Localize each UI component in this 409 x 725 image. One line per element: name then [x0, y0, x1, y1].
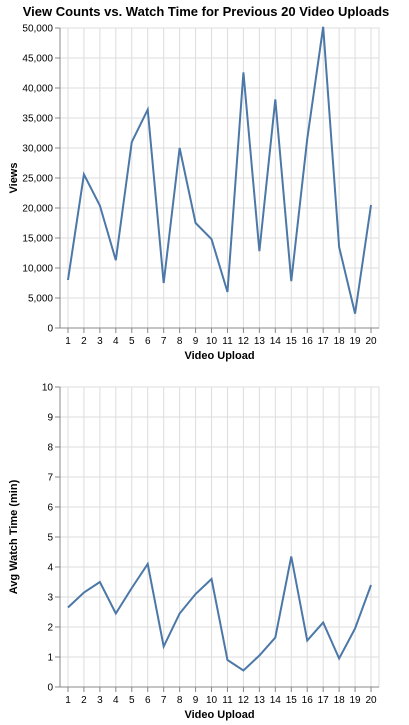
x-tick-label: 1	[65, 695, 71, 706]
y-tick-label: 45,000	[22, 54, 53, 65]
x-tick-label: 10	[206, 695, 218, 706]
y-tick-label: 20,000	[22, 204, 53, 215]
x-tick-label: 12	[238, 695, 250, 706]
x-tick-label: 2	[81, 336, 87, 347]
views-chart: 1 2 3 4 5 6 7 8 9 10 11 12 13 14 15 16 17 18 19 2005,00010,…	[8, 24, 380, 362]
x-tick-label: 16	[302, 336, 314, 347]
y-tick-label: 10,000	[22, 264, 53, 275]
x-tick-label: 17	[318, 336, 330, 347]
x-tick-label: 7	[161, 695, 167, 706]
x-tick-label: 6	[145, 695, 151, 706]
x-tick-label: 8	[177, 695, 183, 706]
x-tick-label: 13	[254, 695, 266, 706]
x-tick-label: 14	[270, 336, 282, 347]
x-tick-label: 13	[254, 336, 266, 347]
y-tick-label: 4	[47, 563, 53, 574]
watch-time-chart: 1 2 3 4 5 6 7 8 9 10 11 12 13 14 15 16 17 18 19 20012345678…	[8, 383, 380, 721]
chart-title: View Counts vs. Watch Time for Previous …	[23, 4, 390, 19]
x-tick-label: 15	[286, 695, 298, 706]
x-tick-label: 3	[97, 336, 103, 347]
y-tick-label: 15,000	[22, 234, 53, 245]
x-tick-label: 4	[113, 336, 119, 347]
series-line	[66, 26, 373, 314]
y-tick-label: 8	[47, 443, 53, 454]
x-tick-label: 3	[97, 695, 103, 706]
x-tick-label: 7	[161, 336, 167, 347]
x-tick-label: 10	[206, 336, 218, 347]
y-tick-label: 40,000	[22, 84, 53, 95]
x-tick-label: 20	[365, 695, 377, 706]
x-tick-label: 17	[318, 695, 330, 706]
x-tick-label: 6	[145, 336, 151, 347]
y-tick-label: 25,000	[22, 174, 53, 185]
y-tick-label: 50,000	[22, 24, 53, 35]
x-tick-label: 2	[81, 695, 87, 706]
y-tick-label: 30,000	[22, 144, 53, 155]
x-tick-label: 12	[238, 336, 250, 347]
y-tick-label: 10	[42, 383, 54, 394]
x-tick-label: 9	[193, 336, 199, 347]
x-tick-label: 11	[222, 695, 233, 706]
x-tick-label: 8	[177, 336, 183, 347]
x-tick-label: 11	[222, 336, 233, 347]
y-tick-label: 2	[47, 623, 53, 634]
x-tick-label: 20	[365, 336, 377, 347]
x-tick-label: 5	[129, 695, 135, 706]
y-tick-label: 5,000	[28, 294, 53, 305]
series-line	[67, 556, 372, 672]
x-tick-label: 18	[334, 695, 346, 706]
y-axis-title: Views	[8, 163, 20, 194]
y-tick-label: 9	[47, 413, 53, 424]
x-tick-label: 1	[65, 336, 71, 347]
y-tick-label: 0	[47, 324, 53, 335]
y-tick-label: 1	[47, 653, 53, 664]
x-tick-label: 18	[334, 336, 346, 347]
y-axis-title: Avg Watch Time (min)	[8, 479, 20, 594]
x-tick-label: 16	[302, 695, 314, 706]
y-tick-label: 0	[47, 683, 53, 694]
x-tick-label: 19	[350, 695, 362, 706]
x-tick-label: 19	[350, 336, 362, 347]
x-tick-label: 5	[129, 336, 135, 347]
y-tick-label: 5	[47, 533, 53, 544]
y-tick-label: 7	[47, 473, 53, 484]
y-tick-label: 6	[47, 503, 53, 514]
x-tick-label: 9	[193, 695, 199, 706]
x-axis-title: Video Upload	[184, 709, 254, 721]
x-tick-label: 4	[113, 695, 119, 706]
x-tick-label: 14	[270, 695, 282, 706]
x-axis-title: Video Upload	[184, 350, 254, 362]
y-tick-label: 3	[47, 593, 53, 604]
y-tick-label: 35,000	[22, 114, 53, 125]
x-tick-label: 15	[286, 336, 298, 347]
